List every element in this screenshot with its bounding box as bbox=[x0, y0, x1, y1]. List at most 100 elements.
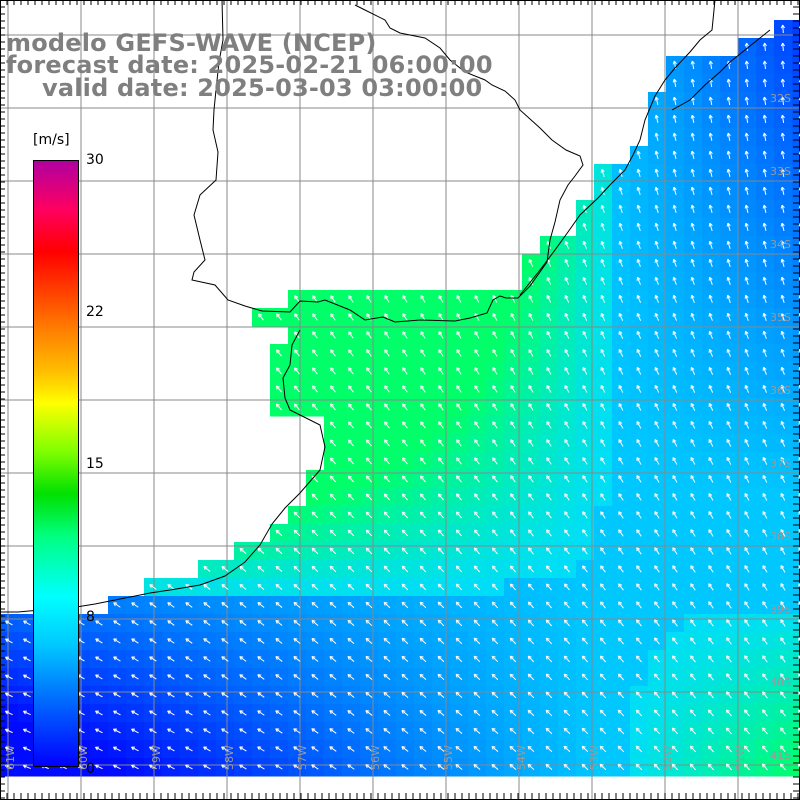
wind-arrow bbox=[780, 601, 786, 609]
wind-arrow bbox=[95, 638, 103, 644]
wind-arrow bbox=[527, 619, 535, 627]
wind-arrow bbox=[708, 420, 714, 429]
wind-arrow bbox=[366, 403, 372, 411]
wind-arrow bbox=[726, 168, 731, 178]
wind-arrow bbox=[726, 420, 732, 429]
wind-arrow bbox=[455, 511, 462, 519]
wind-arrow bbox=[762, 222, 767, 231]
wind-arrow bbox=[636, 312, 642, 321]
wind-arrow bbox=[690, 601, 696, 609]
wind-arrow bbox=[636, 529, 642, 537]
wind-arrow bbox=[437, 547, 445, 555]
wind-arrow bbox=[672, 457, 678, 465]
wind-arrow bbox=[636, 168, 641, 177]
wind-arrow bbox=[582, 222, 587, 231]
wind-arrow bbox=[311, 637, 319, 644]
wind-arrow bbox=[672, 294, 677, 303]
wind-arrow bbox=[473, 637, 481, 645]
wind-arrow bbox=[726, 511, 732, 519]
wind-arrow bbox=[275, 638, 283, 644]
wind-arrow bbox=[744, 438, 750, 447]
wind-arrow bbox=[384, 421, 390, 429]
wind-arrow bbox=[473, 529, 480, 537]
wind-arrow bbox=[366, 331, 372, 339]
wind-arrow bbox=[545, 583, 552, 591]
wind-arrow bbox=[600, 186, 605, 195]
wind-arrow bbox=[257, 638, 265, 644]
wind-arrow bbox=[401, 475, 408, 483]
wind-arrow bbox=[402, 403, 408, 411]
longitude-label: 52W bbox=[661, 745, 674, 770]
wind-arrow bbox=[311, 619, 319, 626]
wind-arrow bbox=[491, 565, 498, 573]
wind-arrow bbox=[672, 222, 677, 231]
wind-arrow bbox=[600, 529, 606, 537]
wind-arrow bbox=[599, 655, 607, 663]
wind-arrow bbox=[293, 547, 301, 555]
wind-arrow bbox=[582, 331, 588, 339]
wind-arrow bbox=[329, 655, 337, 662]
wind-arrow bbox=[528, 295, 534, 303]
wind-arrow bbox=[437, 529, 444, 537]
wind-arrow bbox=[95, 674, 103, 680]
wind-arrow bbox=[762, 601, 768, 609]
wind-arrow bbox=[618, 204, 623, 213]
wind-arrow bbox=[582, 403, 588, 411]
wind-arrow bbox=[474, 475, 480, 483]
wind-arrow bbox=[492, 367, 498, 375]
wind-arrow bbox=[329, 475, 337, 483]
wind-arrow bbox=[618, 457, 624, 465]
wind-arrow bbox=[654, 547, 660, 555]
wind-arrow bbox=[762, 312, 767, 321]
wind-arrow bbox=[474, 367, 480, 375]
wind-arrow bbox=[438, 385, 444, 393]
wind-arrow bbox=[563, 601, 570, 609]
latitude-label: 39S bbox=[770, 603, 791, 616]
wind-arrow bbox=[348, 367, 354, 375]
wind-arrow bbox=[654, 637, 660, 645]
wind-arrow bbox=[546, 511, 552, 519]
wind-arrow bbox=[780, 114, 785, 124]
wind-arrow bbox=[636, 222, 641, 231]
wind-arrow bbox=[131, 602, 139, 608]
wind-arrow bbox=[312, 385, 318, 393]
wind-arrow bbox=[636, 619, 642, 627]
wind-arrow bbox=[780, 438, 786, 447]
wind-speed-cell bbox=[792, 290, 800, 309]
wind-arrow bbox=[762, 547, 768, 555]
wind-arrow bbox=[185, 674, 193, 680]
wind-arrow bbox=[600, 511, 606, 519]
wind-arrow bbox=[672, 258, 677, 267]
wind-arrow bbox=[420, 313, 426, 321]
wind-arrow bbox=[726, 312, 731, 321]
wind-arrow bbox=[690, 258, 695, 267]
wind-arrow bbox=[438, 367, 444, 375]
wind-arrow bbox=[672, 96, 677, 106]
wind-arrow bbox=[510, 493, 516, 501]
wind-arrow bbox=[5, 674, 13, 680]
wind-arrow bbox=[582, 367, 588, 375]
wind-arrow bbox=[726, 96, 731, 106]
wind-arrow bbox=[582, 583, 588, 591]
wind-arrow bbox=[275, 547, 283, 555]
wind-arrow bbox=[654, 222, 659, 231]
wind-arrow bbox=[708, 619, 714, 627]
wind-arrow bbox=[329, 457, 337, 465]
wind-arrow bbox=[762, 493, 768, 501]
wind-arrow bbox=[492, 439, 498, 447]
wind-speed-cell bbox=[792, 74, 800, 93]
wind-arrow bbox=[636, 403, 642, 411]
wind-arrow bbox=[330, 403, 336, 411]
wind-arrow bbox=[492, 313, 498, 321]
wind-arrow bbox=[239, 656, 247, 662]
wind-arrow bbox=[618, 493, 624, 501]
wind-speed-cell bbox=[792, 668, 800, 687]
wind-speed-cell bbox=[792, 434, 800, 453]
wind-arrow bbox=[636, 601, 642, 609]
wind-arrow bbox=[546, 547, 552, 555]
wind-arrow bbox=[455, 601, 463, 609]
wind-arrow bbox=[492, 457, 498, 465]
wind-speed-cell bbox=[792, 344, 800, 363]
wind-arrow bbox=[510, 529, 516, 537]
